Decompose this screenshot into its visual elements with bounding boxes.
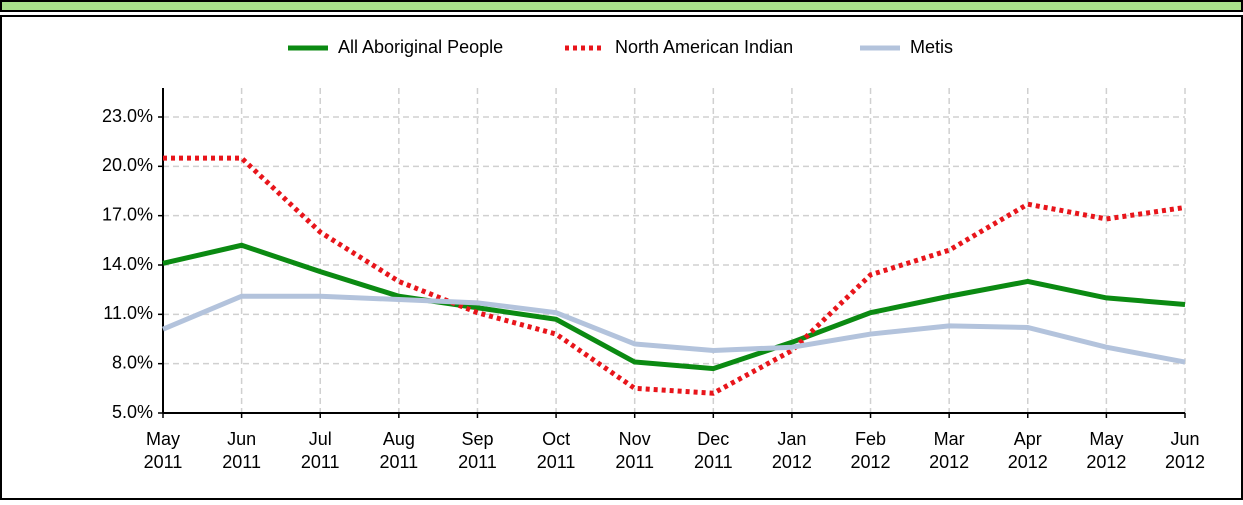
y-tick-label: 14.0% — [102, 254, 153, 274]
x-tick-label: Nov — [619, 429, 651, 449]
x-tick-label: 2012 — [1165, 452, 1205, 472]
legend-label: Metis — [910, 37, 953, 57]
x-tick-label: 2011 — [379, 452, 418, 472]
x-tick-label: 2011 — [537, 452, 576, 472]
line-series — [162, 293, 1186, 365]
y-tick-label: 17.0% — [102, 204, 153, 224]
x-tick-label: Feb — [855, 429, 886, 449]
x-tick-label: Jun — [227, 429, 256, 449]
x-tick-label: Sep — [461, 429, 493, 449]
x-tick-label: 2012 — [1008, 452, 1048, 472]
x-tick-label: 2011 — [222, 452, 261, 472]
x-tick-label: 2012 — [851, 452, 891, 472]
x-tick-label: Jan — [777, 429, 806, 449]
x-tick-label: 2011 — [144, 452, 183, 472]
panel — [0, 15, 1243, 500]
x-tick-label: Apr — [1014, 429, 1042, 449]
x-tick-label: 2011 — [301, 452, 340, 472]
y-tick-label: 11.0% — [103, 303, 153, 323]
legend-label: North American Indian — [615, 37, 793, 57]
y-tick-label: 5.0% — [112, 402, 153, 422]
x-tick-label: Mar — [934, 429, 965, 449]
y-tick-label: 20.0% — [102, 155, 153, 175]
legend-label: All Aboriginal People — [338, 37, 503, 57]
x-tick-label: 2011 — [615, 452, 654, 472]
line-series — [163, 155, 1186, 396]
x-tick-label: 2012 — [772, 452, 812, 472]
x-tick-label: Oct — [542, 429, 570, 449]
x-tick-label: Jun — [1170, 429, 1199, 449]
x-tick-label: 2011 — [694, 452, 733, 472]
x-tick-label: May — [1089, 429, 1123, 449]
y-tick-label: 8.0% — [112, 352, 153, 372]
y-tick-label: 23.0% — [102, 106, 153, 126]
line-series — [162, 242, 1186, 372]
x-tick-label: 2012 — [1086, 452, 1126, 472]
x-tick-label: Dec — [697, 429, 729, 449]
x-tick-label: 2012 — [929, 452, 969, 472]
x-tick-label: May — [146, 429, 180, 449]
x-tick-label: Aug — [383, 429, 415, 449]
x-tick-label: 2011 — [458, 452, 497, 472]
top-bar — [0, 0, 1243, 12]
x-tick-label: Jul — [309, 429, 332, 449]
